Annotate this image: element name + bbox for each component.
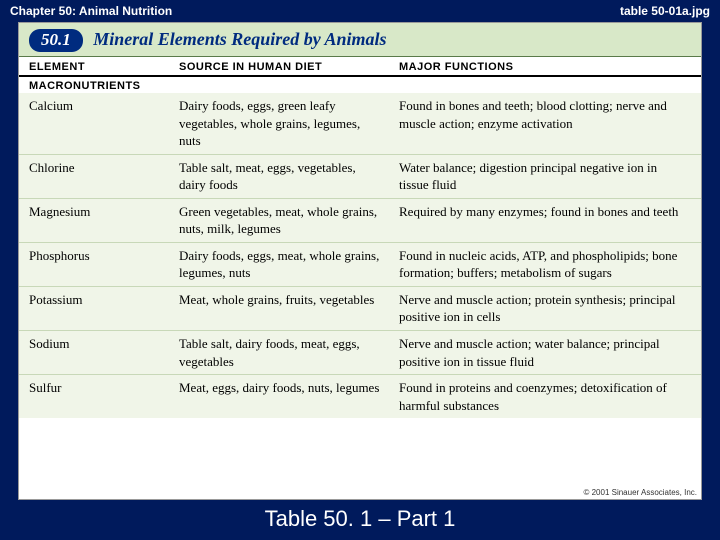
filename-label: table 50-01a.jpg bbox=[620, 4, 710, 18]
table-figure: 50.1 Mineral Elements Required by Animal… bbox=[18, 22, 702, 500]
cell-function: Nerve and muscle action; water balance; … bbox=[399, 335, 691, 370]
cell-function: Found in bones and teeth; blood clotting… bbox=[399, 97, 691, 150]
table-body: CalciumDairy foods, eggs, green leafy ve… bbox=[19, 93, 701, 418]
cell-element: Sulfur bbox=[29, 379, 179, 414]
cell-element: Phosphorus bbox=[29, 247, 179, 282]
col-header-function: MAJOR FUNCTIONS bbox=[399, 61, 691, 73]
table-row: CalciumDairy foods, eggs, green leafy ve… bbox=[19, 93, 701, 155]
cell-function: Nerve and muscle action; protein synthes… bbox=[399, 291, 691, 326]
col-header-source: SOURCE IN HUMAN DIET bbox=[179, 61, 399, 73]
cell-source: Meat, eggs, dairy foods, nuts, legumes bbox=[179, 379, 399, 414]
cell-element: Magnesium bbox=[29, 203, 179, 238]
section-header: MACRONUTRIENTS bbox=[19, 77, 701, 93]
cell-function: Required by many enzymes; found in bones… bbox=[399, 203, 691, 238]
cell-source: Dairy foods, eggs, green leafy vegetable… bbox=[179, 97, 399, 150]
cell-element: Calcium bbox=[29, 97, 179, 150]
table-number-badge: 50.1 bbox=[29, 29, 83, 52]
copyright-text: © 2001 Sinauer Associates, Inc. bbox=[583, 488, 697, 497]
cell-function: Water balance; digestion principal negat… bbox=[399, 159, 691, 194]
table-row: PhosphorusDairy foods, eggs, meat, whole… bbox=[19, 243, 701, 287]
cell-function: Found in proteins and coenzymes; detoxif… bbox=[399, 379, 691, 414]
cell-source: Table salt, meat, eggs, vegetables, dair… bbox=[179, 159, 399, 194]
cell-function: Found in nucleic acids, ATP, and phospho… bbox=[399, 247, 691, 282]
table-row: SodiumTable salt, dairy foods, meat, egg… bbox=[19, 331, 701, 375]
table-row: MagnesiumGreen vegetables, meat, whole g… bbox=[19, 199, 701, 243]
table-row: PotassiumMeat, whole grains, fruits, veg… bbox=[19, 287, 701, 331]
table-row: ChlorineTable salt, meat, eggs, vegetabl… bbox=[19, 155, 701, 199]
col-header-element: ELEMENT bbox=[29, 61, 179, 73]
table-title-text: Mineral Elements Required by Animals bbox=[93, 29, 386, 49]
cell-source: Table salt, dairy foods, meat, eggs, veg… bbox=[179, 335, 399, 370]
table-title-band: 50.1 Mineral Elements Required by Animal… bbox=[19, 23, 701, 57]
cell-source: Green vegetables, meat, whole grains, nu… bbox=[179, 203, 399, 238]
column-header-row: ELEMENT SOURCE IN HUMAN DIET MAJOR FUNCT… bbox=[19, 57, 701, 77]
cell-source: Meat, whole grains, fruits, vegetables bbox=[179, 291, 399, 326]
chapter-label: Chapter 50: Animal Nutrition bbox=[10, 4, 172, 18]
slide-header: Chapter 50: Animal Nutrition table 50-01… bbox=[0, 0, 720, 20]
cell-element: Sodium bbox=[29, 335, 179, 370]
slide-caption: Table 50. 1 – Part 1 bbox=[0, 506, 720, 532]
cell-element: Potassium bbox=[29, 291, 179, 326]
cell-source: Dairy foods, eggs, meat, whole grains, l… bbox=[179, 247, 399, 282]
cell-element: Chlorine bbox=[29, 159, 179, 194]
table-row: SulfurMeat, eggs, dairy foods, nuts, leg… bbox=[19, 375, 701, 418]
